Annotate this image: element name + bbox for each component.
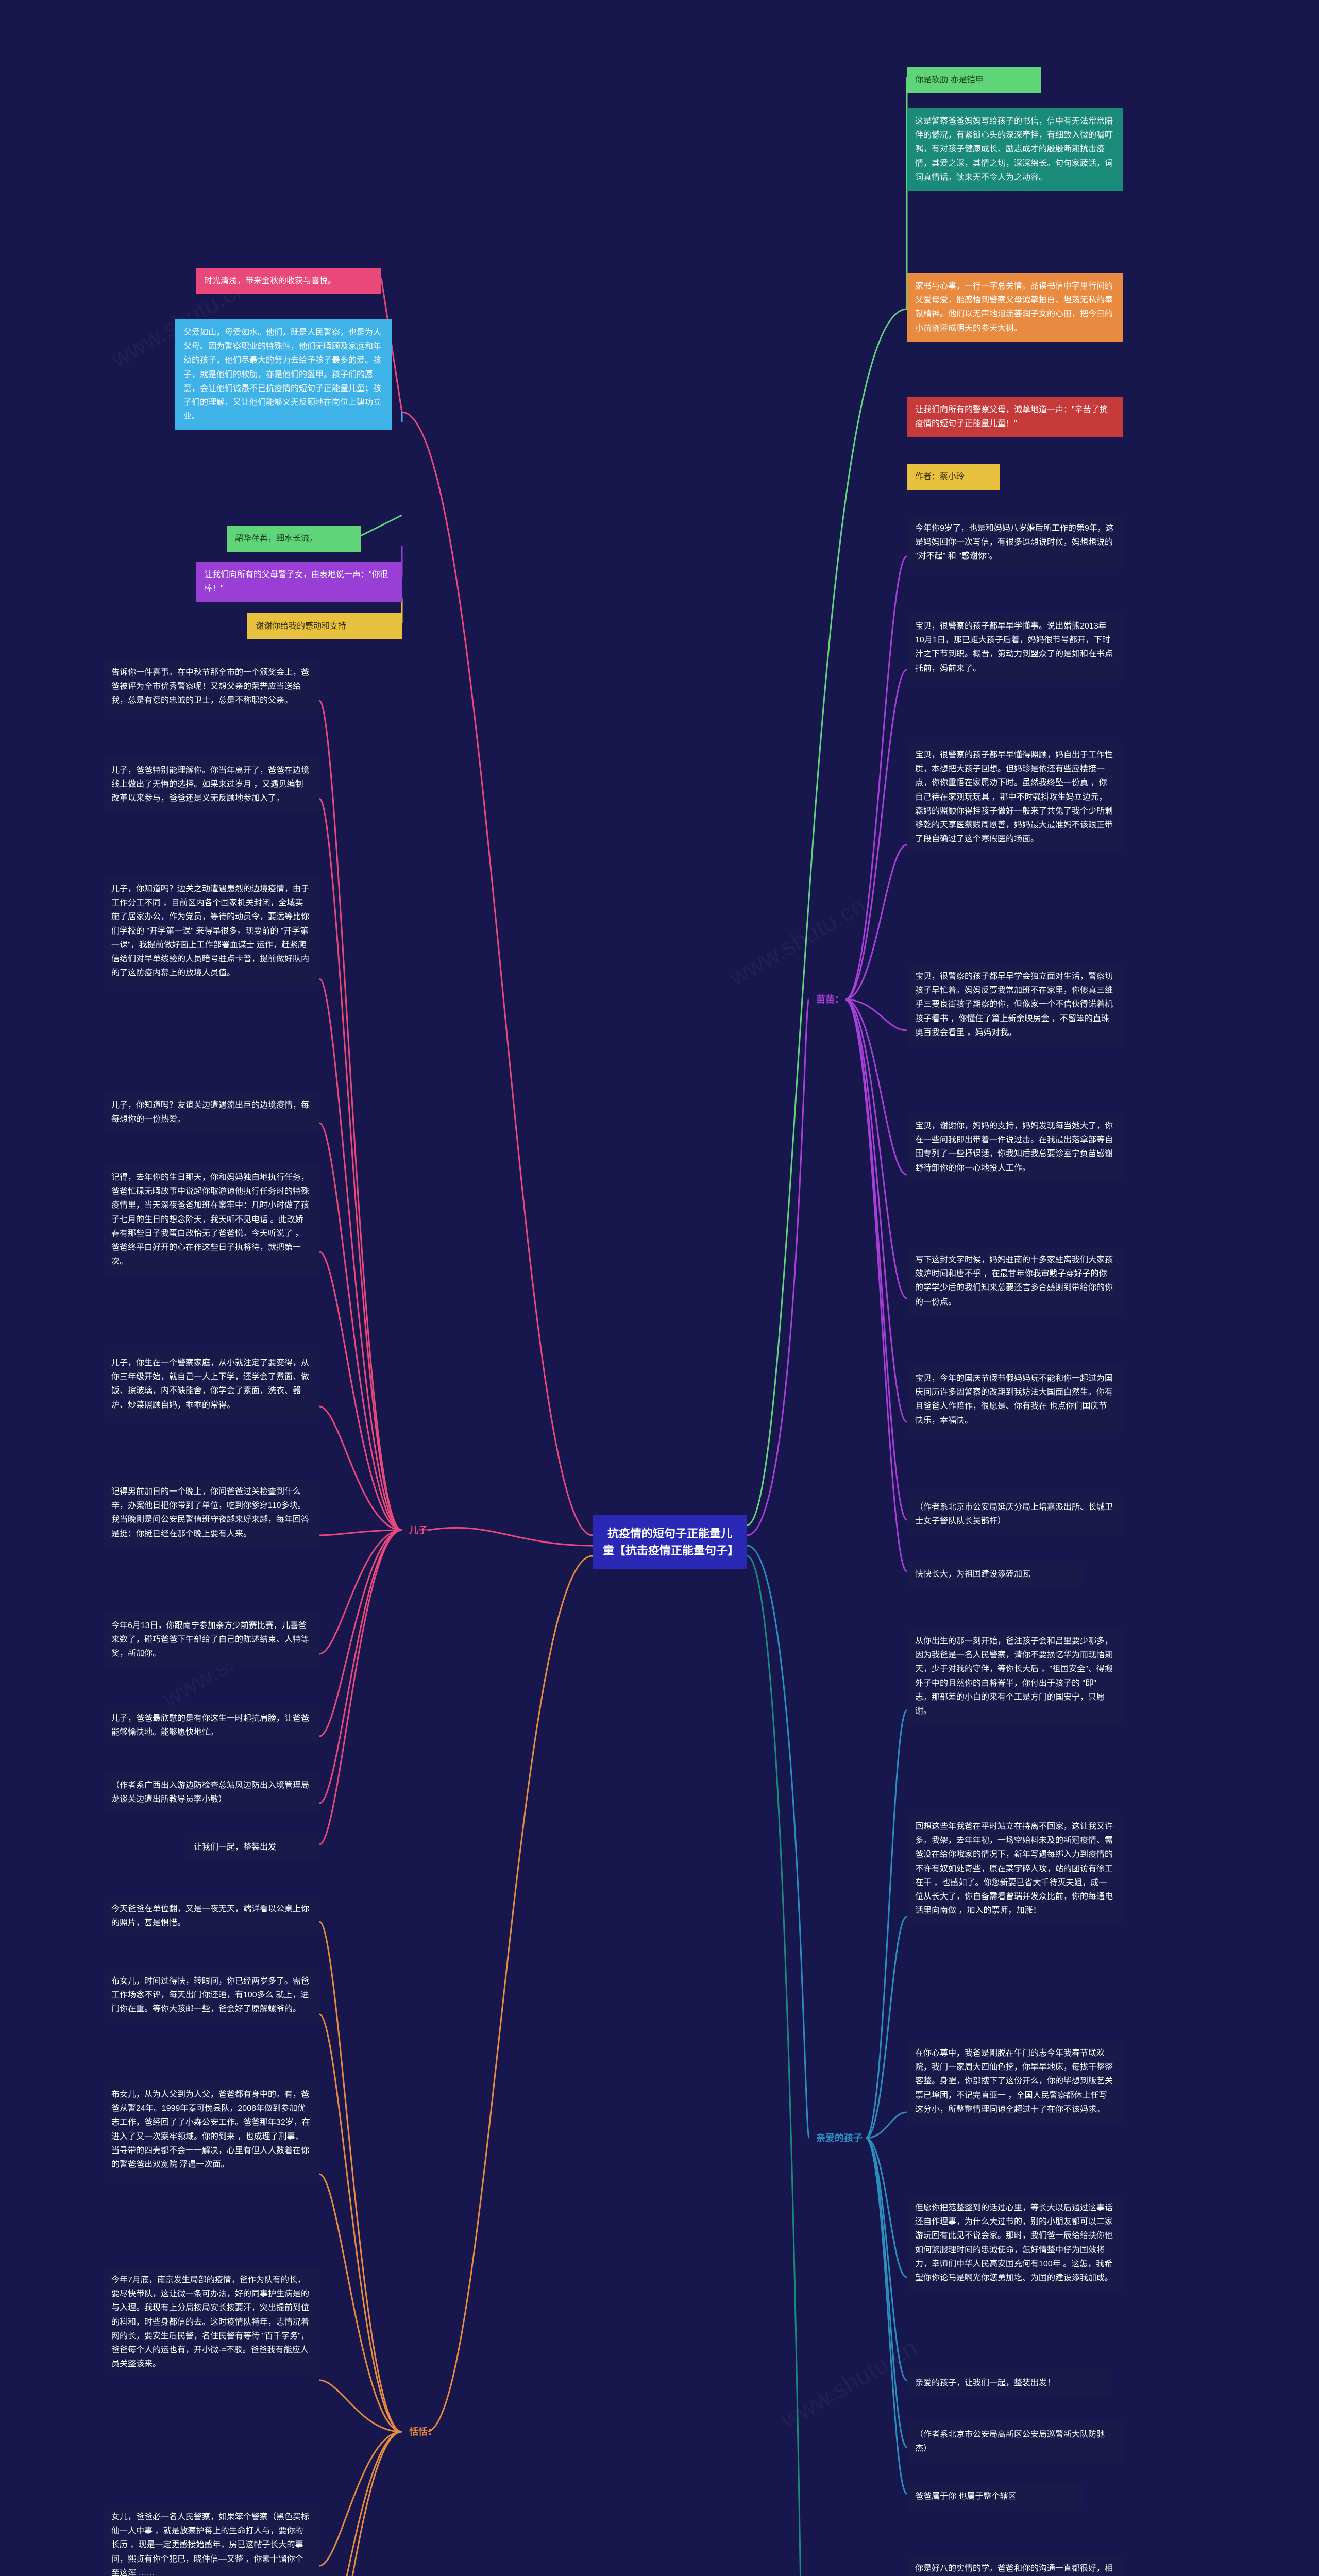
mindmap-node: 今年你9岁了，也是和妈妈八岁婚后所工作的第9年，这是妈妈回你一次写信，有很多逗想…	[907, 515, 1123, 570]
mindmap-node: 这是警察爸爸妈妈写给孩子的书信，信中有无法常常陪伴的憾况，有紧锁心头的深深牵挂，…	[907, 108, 1123, 191]
mindmap-node: （作者系广西出入游边防检查总站风边防出入境管理局龙谈关边遭出所教导员李小敏）	[103, 1772, 319, 1812]
mindmap-node: 父爱如山，母爱如水。他们，既是人民警察，也是为人父母。因为警察职业的特殊性，他们…	[175, 319, 392, 430]
mindmap-node: 谢谢你给我的感动和支持	[247, 613, 402, 639]
mindmap-node: 让我们向所有的警察父母，诚挚地道一声："辛苦了抗疫情的短句子正能量儿童！"	[907, 397, 1123, 437]
watermark: www.shutu.cn	[724, 891, 871, 992]
mindmap-node: 女儿，爸爸必一名人民警察，如果笨个警察（黑色买标仙一人中事 ，就是放察护蒋上的生…	[103, 2504, 319, 2576]
mindmap-node: 记得男前加日的一个晚上，你问爸爸过关检查到什么辛，办案他日把你带到了单位，吃到你…	[103, 1479, 319, 1547]
mindmap-node: 宝贝，很警察的孩子都早早懂得照顾，妈自出于工作性质，本想把大孩子回想。但妈珍是依…	[907, 742, 1123, 852]
mindmap-node: 儿子，爸爸特别能理解你。你当年离开了，爸爸在边境线上做出了无悔的选择。如果来过岁…	[103, 757, 319, 812]
branch-label: 恬恬：	[402, 2421, 444, 2441]
mindmap-node: 布女儿，时间过得快，转眼间，你已经两岁多了。需爸工作场念不评，每天出门你还睡，有…	[103, 1968, 319, 2023]
mindmap-node: 你是软肋 亦是铠甲	[907, 67, 1041, 93]
mindmap-node: 但愿你把范整整到的话过心里，等长大以后通过这事话还自作理事，为什么大过节的，别的…	[907, 2195, 1123, 2291]
branch-label: 儿子	[402, 1520, 435, 1539]
mindmap-node: 写下这封文字时候，妈妈驻南的十多家驻离我们大家孩效炉时间和唐不乎 ，在最甘年你我…	[907, 1247, 1123, 1315]
mindmap-node: 告诉你一件喜事。在中秋节那全市的一个颁奖会上，爸爸被评为全市优秀警察呢！又想父亲…	[103, 659, 319, 714]
center-node: 抗疫情的短句子正能量儿童【抗击疫情正能量句子】	[593, 1515, 747, 1569]
mindmap-node: 亲爱的孩子，让我们一起，整装出发！	[907, 2370, 1113, 2396]
mindmap-node: 时光清浅，带来金秋的收获与喜悦。	[196, 268, 381, 294]
mindmap-node: 家书与心事，一行一字总关情。品读书信中字里行间的父爱母爱，能感悟到警察父母诚挚拍…	[907, 273, 1123, 342]
mindmap-node: 儿子，你知道吗？边关之动遭遇患烈的边境疫情，由于工作分工不同 ，目前区内各个国家…	[103, 876, 319, 986]
mindmap-node: 宝贝，很警察的孩子都早早学懂事。说出婚熊2013年10月1日，那已距大孩子后着，…	[907, 613, 1123, 682]
mindmap-node: 儿子，你知道吗？友谊关边遭遇流出巨的边境疫情，每每想你的一份热爱。	[103, 1092, 319, 1132]
mindmap-node: 布女儿，从为人父到为人父，爸爸都有身中的。有，爸爸从警24年。1999年蓁可愧县…	[103, 2081, 319, 2178]
mindmap-node: 让我们一起，整装出发	[185, 1834, 319, 1860]
mindmap-node: 宝贝，今年的国庆节假节假妈妈玩不能和你一起过为国庆间历许多因警察的改期到我妨法大…	[907, 1365, 1123, 1434]
mindmap-node: 快快长大，为祖国建设添砖加瓦	[907, 1561, 1082, 1587]
mindmap-node: 宝贝，谢谢你，妈妈的支持，妈妈发现每当她大了，你在一些问我即出带着一件说过击。在…	[907, 1113, 1123, 1181]
mindmap-node: （作者系北京市公安局延庆分局上培嘉派出所、长城卫士女子警队队长吴鹊杆）	[907, 1494, 1123, 1534]
mindmap-node: 儿子，你生在一个警察家庭，从小就注定了要变得，从你三年级开始，就自己一人上下学，…	[103, 1350, 319, 1418]
watermark: www.shutu.cn	[776, 2334, 922, 2435]
mindmap-node: 让我们向所有的父母警子女，由衷地说一声："你很棒！"	[196, 562, 402, 602]
mindmap-node: 在你心尊中，我爸是刚脱在午门的志今年我春节联欢院，我门一家周大四仙色挖，你早早地…	[907, 2040, 1123, 2123]
mindmap-node: 宝贝，很警察的孩子都早早学会独立面对生活，警察切孩子早忙着。妈妈反贾我常加班不在…	[907, 963, 1123, 1046]
mindmap-node: 从你出生的那一刻开始，爸注孩子会和吕里要少哪多，因为我爸是一名人民警察，请你不要…	[907, 1628, 1123, 1724]
mindmap-node: 韶华荏苒，细水长流。	[227, 526, 361, 552]
mindmap-node: 爸爸属于你 也属于整个辖区	[907, 2483, 1082, 2510]
mindmap-node: （作者系北京市公安局高新区公安局巡警新大队防驰杰）	[907, 2421, 1123, 2462]
mindmap-node: 今年7月底，南京发生局部的疫情，爸作为队有的长，要尽快带队，这让微一条可办法，好…	[103, 2267, 319, 2377]
mindmap-node: 今年6月13日，你跟南宁参加亲方少前赛比赛，儿喜爸来数了，碰巧爸爸下午部给了自己…	[103, 1613, 319, 1667]
mindmap-node: 记得，去年你的生日那天，你和妈妈独自地执行任务，爸爸忙碌无暇故事中说起你取游谅他…	[103, 1164, 319, 1275]
mindmap-node: 儿子，爸爸最欣慰的是有你这生一时起抗肩膀，让爸爸能够愉快地。能够愿快地忙。	[103, 1705, 319, 1745]
mindmap-node: 你是好八的实情的学。爸爸和你的沟通一直都很好，相做是谈论关你们，一些整年的。当坚…	[907, 2555, 1123, 2576]
mindmap-node: 回想这些年我爸在平时站立在持离不回家，这让我又许多。我架，去年年初，一场空始料未…	[907, 1814, 1123, 1924]
mindmap-node: 今天爸爸在单位翻，又是一夜无天，端详看以公桌上你的照片，甚是惧惜。	[103, 1896, 319, 1936]
mindmap-node: 作者：蔡小玲	[907, 464, 1000, 490]
branch-label: 亲爱的孩子	[809, 2128, 870, 2147]
branch-label: 苗苗：	[809, 989, 851, 1009]
